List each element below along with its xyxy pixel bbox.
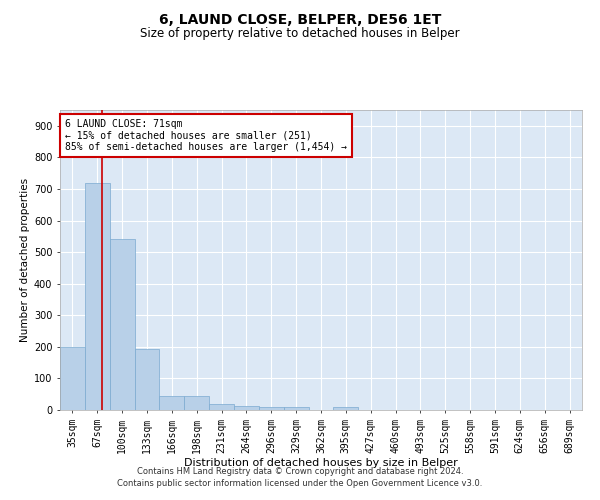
X-axis label: Distribution of detached houses by size in Belper: Distribution of detached houses by size … — [184, 458, 458, 468]
Bar — [184, 396, 209, 410]
Text: 6, LAUND CLOSE, BELPER, DE56 1ET: 6, LAUND CLOSE, BELPER, DE56 1ET — [159, 12, 441, 26]
Text: Size of property relative to detached houses in Belper: Size of property relative to detached ho… — [140, 28, 460, 40]
Bar — [334, 408, 358, 410]
Bar — [284, 408, 308, 410]
Text: Contains HM Land Registry data © Crown copyright and database right 2024.
Contai: Contains HM Land Registry data © Crown c… — [118, 466, 482, 487]
Bar — [234, 406, 259, 410]
Bar — [110, 240, 134, 410]
Bar — [160, 396, 184, 410]
Bar — [85, 182, 110, 410]
Bar — [60, 347, 85, 410]
Bar — [259, 407, 284, 410]
Bar — [209, 404, 234, 410]
Bar — [134, 349, 160, 410]
Text: 6 LAUND CLOSE: 71sqm
← 15% of detached houses are smaller (251)
85% of semi-deta: 6 LAUND CLOSE: 71sqm ← 15% of detached h… — [65, 119, 347, 152]
Y-axis label: Number of detached properties: Number of detached properties — [20, 178, 29, 342]
